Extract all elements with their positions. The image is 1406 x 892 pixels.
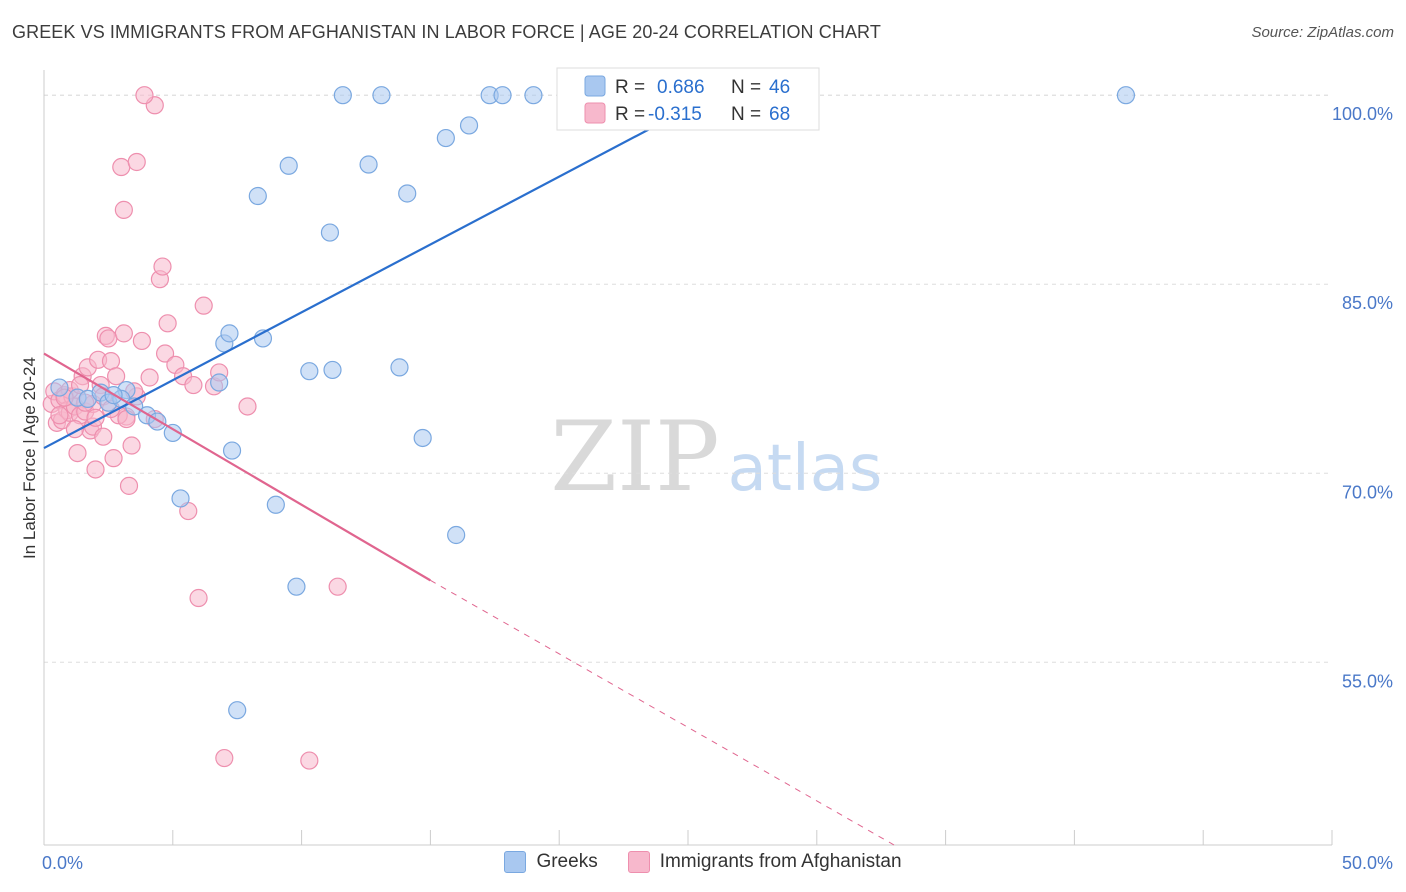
greeks-point	[459, 116, 479, 135]
afghan-point	[328, 577, 347, 596]
legend-series-label-greeks: Greeks	[536, 851, 598, 872]
grid-layer	[44, 94, 1332, 663]
greeks-point	[359, 155, 378, 174]
afghan-point	[140, 368, 159, 387]
afghan-point	[99, 329, 118, 348]
y-tick-label: 55.0%	[1342, 671, 1393, 691]
y-tick-label: 85.0%	[1342, 293, 1393, 313]
watermark-zip: ZIP	[550, 401, 719, 513]
afghan-point	[194, 296, 213, 315]
legend-series-label-afghan: Immigrants from Afghanistan	[659, 851, 902, 872]
watermark-atlas: atlas	[728, 432, 883, 506]
greeks-point	[447, 525, 466, 545]
afghan-point	[94, 427, 113, 446]
afghan-point	[112, 157, 131, 177]
y-axis-title: In Labor Force | Age 20-24	[20, 357, 39, 559]
afghan-point	[155, 344, 175, 363]
afghan-point	[122, 436, 141, 455]
legend-series-swatch-greeks	[504, 851, 527, 873]
legend-series-swatch-afghan	[627, 851, 650, 873]
legend-r-label-afghan: R =	[615, 104, 645, 125]
axis-layer	[43, 70, 1333, 846]
legend-n-label-greeks: N =	[731, 77, 761, 98]
x-tick-label: 0.0%	[42, 853, 83, 873]
chart-source: Source: ZipAtlas.com	[1251, 24, 1394, 41]
afghan-point	[238, 397, 257, 416]
greeks-point	[266, 495, 285, 514]
greeks-points	[50, 86, 1136, 720]
legend-r-label-greeks: R =	[615, 77, 645, 98]
greeks-point	[300, 362, 319, 381]
afghan-point	[119, 476, 139, 495]
greeks-point	[320, 223, 340, 242]
afghan-point	[300, 751, 319, 770]
afghan-point	[184, 375, 203, 395]
legend-n-value-greeks: 46	[769, 77, 790, 98]
greeks-point	[524, 86, 543, 105]
afghan-point	[86, 460, 105, 479]
greeks-point	[279, 156, 298, 175]
legend-n-label-afghan: N =	[731, 104, 761, 125]
afghan-trend-extension	[430, 579, 895, 846]
legend-r-value-greeks: 0.686	[657, 77, 705, 98]
greeks-point	[413, 428, 432, 448]
afghan-point	[114, 324, 133, 343]
greeks-point	[210, 373, 229, 392]
greeks-point	[333, 86, 352, 105]
greeks-trend-line	[43, 94, 715, 450]
x-tick-label: 50.0%	[1342, 853, 1393, 873]
afghan-point	[114, 200, 133, 219]
greeks-point	[1116, 86, 1136, 105]
greeks-point	[287, 577, 306, 596]
greeks-point	[493, 86, 512, 105]
afghan-point	[68, 443, 87, 463]
afghan-point	[215, 748, 234, 768]
greeks-point	[323, 360, 342, 380]
greeks-point	[398, 184, 417, 203]
legend-item-greeks: Greeks	[504, 851, 598, 873]
trend-layer	[43, 94, 895, 846]
greeks-point	[220, 324, 239, 343]
legend-r-value-afghan: -0.315	[648, 104, 702, 125]
greeks-point	[436, 128, 455, 148]
legend-item-afghan: Immigrants from Afghanistan	[627, 851, 902, 873]
afghan-point	[158, 314, 177, 333]
greeks-point	[171, 489, 190, 508]
afghan-point	[135, 86, 154, 105]
tick-label-layer: 100.0% 85.0% 70.0% 55.0% 0.0% 50.0%	[42, 104, 1393, 873]
afghan-point	[132, 331, 151, 351]
afghan-point	[104, 449, 123, 468]
afghan-points	[42, 86, 347, 770]
greeks-point	[390, 358, 409, 377]
legend-swatch-greeks	[584, 75, 606, 97]
greeks-point	[228, 701, 247, 720]
afghan-trend-line	[43, 352, 431, 582]
greeks-point	[248, 186, 267, 206]
afghan-point	[189, 588, 208, 608]
afghan-point	[127, 152, 146, 172]
greeks-point	[222, 441, 242, 460]
greeks-point	[372, 86, 391, 105]
afghan-point	[107, 367, 126, 386]
afghan-point	[50, 406, 69, 425]
legend-series: Greeks Immigrants from Afghanistan	[0, 851, 1406, 873]
afghan-point	[101, 351, 121, 371]
chart-title: GREEK VS IMMIGRANTS FROM AFGHANISTAN IN …	[12, 22, 881, 42]
y-tick-label: 100.0%	[1332, 104, 1393, 124]
greeks-point	[50, 378, 69, 397]
legend-n-value-afghan: 68	[769, 104, 790, 125]
afghan-point	[153, 257, 172, 276]
y-tick-label: 70.0%	[1342, 482, 1393, 502]
legend-swatch-afghan	[584, 102, 606, 124]
legend-stats: R = 0.686 N = 46 R = -0.315 N = 68	[556, 67, 820, 131]
